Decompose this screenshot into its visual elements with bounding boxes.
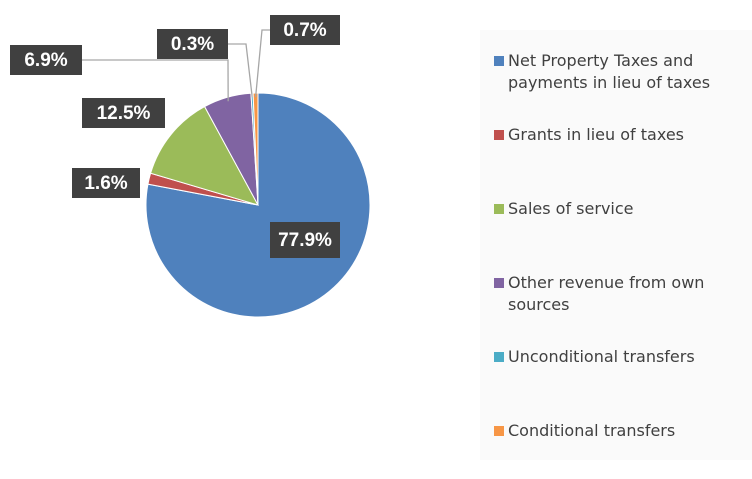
value-label-box	[270, 15, 340, 45]
value-label-box	[157, 29, 228, 59]
legend-item: Unconditional transfers	[494, 346, 744, 368]
legend-label: Net Property Taxes and payments in lieu …	[508, 51, 711, 92]
value-label-box	[72, 168, 140, 198]
legend-label: Other revenue from own sources	[508, 273, 705, 314]
legend-label: Grants in lieu of taxes	[508, 125, 684, 144]
legend-swatch	[494, 130, 504, 140]
legend: Net Property Taxes and payments in lieu …	[480, 30, 752, 460]
leader-line	[82, 59, 229, 102]
value-label-box	[10, 45, 82, 75]
legend-swatch	[494, 278, 504, 288]
legend-item: Conditional transfers	[494, 420, 744, 442]
legend-label: Unconditional transfers	[508, 347, 695, 366]
value-label: 6.9%	[24, 50, 67, 71]
value-label-box	[270, 222, 340, 258]
leader-line	[228, 43, 253, 98]
legend-label: Conditional transfers	[508, 421, 676, 440]
legend-swatch	[494, 426, 504, 436]
legend-swatch	[494, 352, 504, 362]
value-label: 12.5%	[97, 103, 151, 124]
legend-swatch	[494, 204, 504, 214]
leader-line	[254, 29, 270, 98]
legend-item: Sales of service	[494, 198, 744, 220]
legend-item: Other revenue from own sources	[494, 272, 744, 316]
legend-label: Sales of service	[508, 199, 634, 218]
value-label-box	[82, 98, 165, 128]
value-label: 0.7%	[283, 20, 326, 41]
legend-swatch	[494, 56, 504, 66]
pie-area: 77.9% 1.6% 12.5% 6.9% 0.3% 0.7%	[10, 15, 371, 318]
pie-slice	[149, 105, 260, 206]
value-label: 0.3%	[171, 34, 214, 55]
value-label: 1.6%	[84, 173, 127, 194]
value-label: 77.9%	[278, 230, 332, 251]
legend-item: Net Property Taxes and payments in lieu …	[494, 50, 744, 94]
legend-item: Grants in lieu of taxes	[494, 124, 744, 146]
